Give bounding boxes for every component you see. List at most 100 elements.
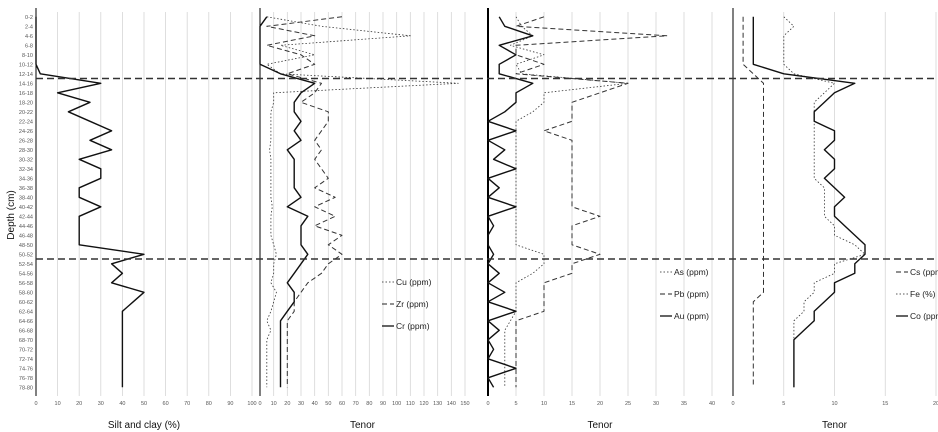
depth-tick-label: 34-36: [19, 176, 33, 182]
x-tick-label: 50: [325, 401, 331, 407]
x-tick-label: 15: [882, 401, 888, 407]
x-tick-label: 0: [34, 401, 37, 407]
depth-tick-label: 18-20: [19, 100, 33, 106]
series-line-silt-clay: [35, 16, 145, 388]
depth-tick-label: 24-26: [19, 129, 33, 135]
legend: As (ppm) Pb (ppm) Au (ppm): [660, 267, 709, 321]
x-tick-label: 35: [681, 401, 687, 407]
x-tick-label: 130: [433, 401, 442, 407]
reference-lines: [36, 77, 936, 260]
x-tick-label: 150: [460, 401, 469, 407]
depth-tick-label: 78-80: [19, 385, 33, 391]
depth-tick-label: 22-24: [19, 119, 33, 125]
legend-label: Fe (%): [910, 289, 936, 299]
x-tick-label: 20: [76, 401, 82, 407]
x-tick-label: 40: [709, 401, 715, 407]
legend-label: Au (ppm): [674, 311, 709, 321]
x-tick-label: 100: [392, 401, 401, 407]
x-tick-label: 100: [247, 401, 256, 407]
depth-tick-label: 2-4: [25, 24, 33, 30]
legend-label: Pb (ppm): [674, 289, 709, 299]
depth-tick-label: 38-40: [19, 195, 33, 201]
depth-tick-label: 8-10: [22, 53, 33, 59]
x-tick-label: 0: [258, 401, 261, 407]
x-tick-label: 30: [653, 401, 659, 407]
x-tick-label: 80: [206, 401, 212, 407]
x-tick-label: 20: [284, 401, 290, 407]
depth-tick-label: 42-44: [19, 214, 33, 220]
profile-panel-3: 0 5 10 15 20 25 30 35 40 Tenor As (ppm) Pb (ppm) Au …: [486, 8, 715, 431]
x-tick-label: 90: [380, 401, 386, 407]
series-line-fe: [783, 16, 866, 388]
series-line-as: [504, 16, 629, 388]
x-tick-label: 110: [406, 401, 415, 407]
series-line-pb: [515, 16, 668, 388]
legend-label: Cs (ppm): [910, 267, 938, 277]
x-tick-label: 5: [514, 401, 517, 407]
depth-tick-label: 66-68: [19, 328, 33, 334]
depth-tick-label: 64-66: [19, 319, 33, 325]
x-tick-label: 140: [447, 401, 456, 407]
x-tick-label: 60: [339, 401, 345, 407]
legend-label: Co (ppm): [910, 311, 938, 321]
x-tick-label: 10: [55, 401, 61, 407]
depth-tick-label: 58-60: [19, 290, 33, 296]
series-line-cu: [266, 16, 459, 388]
profile-panel-1: 0 10 20 30 40 50 60 70 80 90 100 Silt and clay (%): [34, 8, 257, 431]
depth-tick-label: 72-74: [19, 357, 33, 363]
x-tick-label: 30: [298, 401, 304, 407]
legend: Cs (ppm) Fe (%) Co (ppm): [896, 267, 938, 321]
x-tick-label: 10: [271, 401, 277, 407]
x-tick-label: 80: [366, 401, 372, 407]
x-tick-label: 20: [933, 401, 938, 407]
depth-tick-label: 54-56: [19, 271, 33, 277]
x-axis-title: Tenor: [587, 420, 613, 431]
x-tick-label: 10: [831, 401, 837, 407]
profile-panel-2: 0 10 20 30 40 50 60 70 80 90 100 110 120 130 140 150 Ten…: [258, 8, 470, 431]
depth-tick-label: 56-58: [19, 281, 33, 287]
depth-tick-label: 68-70: [19, 338, 33, 344]
depth-tick-label: 40-42: [19, 205, 33, 211]
depth-tick-label: 50-52: [19, 252, 33, 258]
x-tick-label: 30: [98, 401, 104, 407]
depth-tick-label: 46-48: [19, 233, 33, 239]
depth-tick-label: 62-64: [19, 309, 33, 315]
depth-tick-label: 16-18: [19, 91, 33, 97]
legend-label: Cr (ppm): [396, 321, 430, 331]
series-line-cs: [742, 16, 764, 388]
x-tick-label: 40: [312, 401, 318, 407]
x-tick-label: 15: [569, 401, 575, 407]
x-tick-label: 40: [119, 401, 125, 407]
x-tick-label: 5: [782, 401, 785, 407]
depth-tick-label: 48-50: [19, 243, 33, 249]
legend-label: Cu (ppm): [396, 277, 432, 287]
x-axis-title: Silt and clay (%): [108, 420, 180, 431]
depth-tick-label: 30-32: [19, 157, 33, 163]
depth-axis-title: Depth (cm): [6, 190, 17, 239]
x-tick-label: 60: [163, 401, 169, 407]
x-tick-label: 70: [184, 401, 190, 407]
x-axis-title: Tenor: [350, 420, 376, 431]
x-tick-label: 25: [625, 401, 631, 407]
x-tick-label: 0: [731, 401, 734, 407]
depth-tick-label: 10-12: [19, 62, 33, 68]
x-tick-label: 20: [597, 401, 603, 407]
depth-tick-label: 28-30: [19, 148, 33, 154]
depth-tick-label: 4-6: [25, 34, 33, 40]
depth-tick-label: 44-46: [19, 224, 33, 230]
series-line-cr: [259, 16, 316, 388]
depth-tick-label: 60-62: [19, 300, 33, 306]
x-tick-label: 70: [353, 401, 359, 407]
x-tick-label: 0: [486, 401, 489, 407]
depth-tick-label: 12-14: [19, 72, 33, 78]
series-line-co: [752, 16, 866, 388]
legend: Cu (ppm) Zr (ppm) Cr (ppm): [382, 277, 432, 331]
depth-tick-label: 6-8: [25, 43, 33, 49]
series-line-au: [487, 16, 534, 388]
depth-tick-label: 26-28: [19, 138, 33, 144]
depth-tick-label: 74-76: [19, 366, 33, 372]
depth-tick-label: 0-2: [25, 15, 33, 21]
legend-label: Zr (ppm): [396, 299, 429, 309]
depth-tick-label: 52-54: [19, 262, 33, 268]
